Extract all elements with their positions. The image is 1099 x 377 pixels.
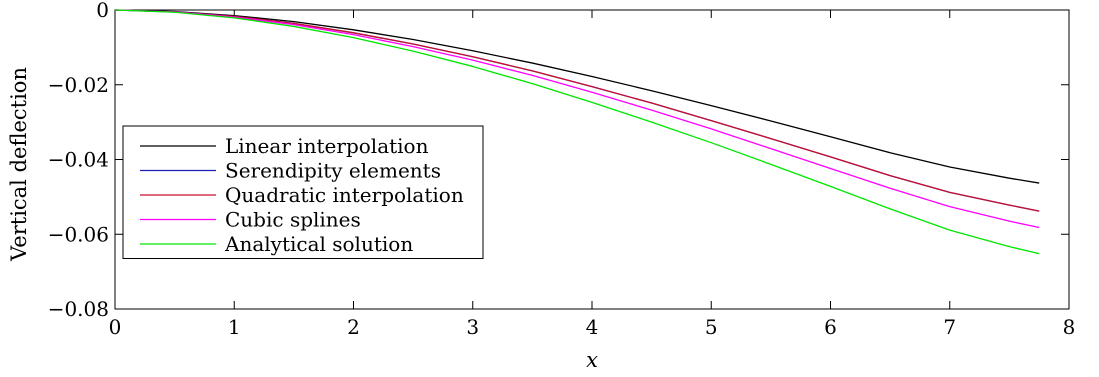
x-tick-label: 7 — [943, 315, 956, 339]
x-tick-label: 3 — [466, 315, 479, 339]
x-tick-label: 2 — [347, 315, 360, 339]
legend-label: Linear interpolation — [225, 134, 429, 158]
x-tick-label: 6 — [824, 315, 837, 339]
y-tick-label: −0.02 — [48, 73, 109, 97]
series-line-2 — [114, 9, 1040, 212]
y-tick-label: −0.04 — [48, 148, 109, 172]
x-tick-label: 8 — [1063, 315, 1076, 339]
x-axis: 0 1 2 3 4 5 6 7 8 — [109, 10, 1076, 339]
x-tick-label: 4 — [586, 315, 599, 339]
y-tick-label: −0.08 — [48, 297, 109, 321]
legend-label: Analytical solution — [224, 232, 413, 256]
legend-label: Cubic splines — [225, 208, 361, 232]
series-line-4 — [114, 9, 1040, 255]
legend-label: Quadratic interpolation — [225, 183, 464, 207]
y-axis: 0 −0.02 −0.04 −0.06 −0.08 — [48, 0, 1069, 321]
x-tick-label: 0 — [109, 315, 122, 339]
series-line-3 — [114, 9, 1040, 229]
x-tick-label: 1 — [228, 315, 241, 339]
x-tick-label: 5 — [705, 315, 718, 339]
legend-label: Serendipity elements — [225, 159, 441, 183]
series-lines — [114, 9, 1040, 255]
y-tick-label: 0 — [96, 0, 109, 22]
y-axis-label: Vertical deflection — [7, 67, 31, 262]
legend-box — [122, 125, 484, 259]
y-tick-label: −0.06 — [48, 222, 109, 246]
x-axis-label: x — [586, 348, 598, 372]
series-line-0 — [114, 9, 1040, 184]
